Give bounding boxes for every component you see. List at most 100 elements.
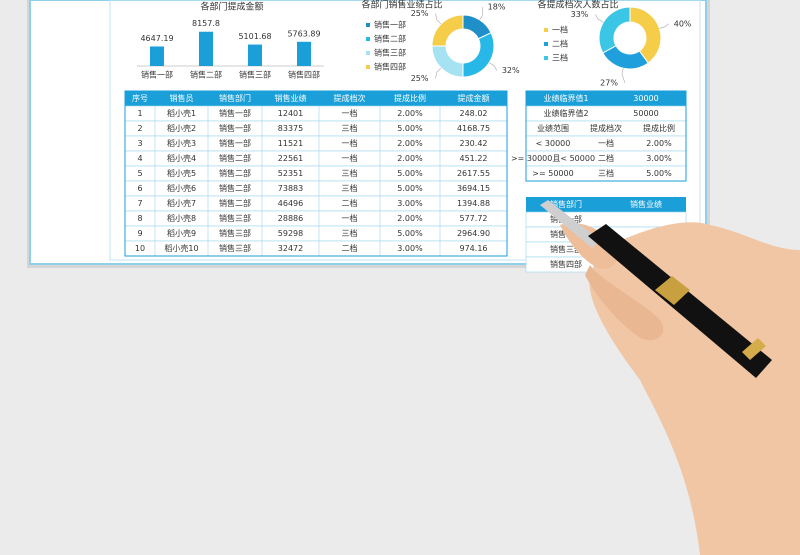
table-cell: 451.22	[460, 154, 488, 163]
table-header-bg	[125, 91, 507, 106]
legend-label: 销售二部	[374, 34, 406, 44]
table-cell: 2.00%	[397, 154, 423, 163]
table-cell: 销售三部	[219, 213, 251, 223]
threshold-border	[525, 90, 687, 182]
table-cell: 销售三部	[219, 228, 251, 238]
legend-marker	[544, 28, 548, 32]
table-cell: 三档	[342, 123, 358, 133]
legend-label: 三档	[552, 53, 568, 63]
legend-marker	[366, 37, 370, 41]
threshold-cell: 三档	[598, 168, 614, 178]
leader-line	[435, 13, 442, 25]
threshold-cell: 5.00%	[646, 169, 672, 178]
threshold-cell: >= 30000且< 50000	[511, 154, 595, 163]
pen-cap-end	[742, 338, 766, 360]
threshold-cell: 业绩临界值2	[543, 108, 588, 118]
table-cell: 销售一部	[219, 138, 251, 148]
column-header: 提成档次	[334, 93, 366, 103]
table-cell: 11521	[278, 139, 303, 148]
sheet-inner-border	[109, 0, 701, 261]
threshold-header: 30000	[633, 94, 658, 103]
table-cell: 销售一部	[219, 108, 251, 118]
legend-label: 二档	[552, 39, 568, 49]
threshold-cell: 业绩范围	[537, 123, 569, 133]
threshold-cell: >= 50000	[532, 169, 573, 178]
table-cell: 稻小壳6	[167, 183, 196, 193]
value-label: 4647.19	[140, 34, 173, 43]
pen-band	[655, 276, 690, 305]
data-label: 25%	[411, 9, 429, 18]
table-cell: 22561	[278, 154, 303, 163]
table-cell: 2617.55	[457, 169, 490, 178]
table-border	[124, 90, 508, 257]
threshold-cell: 提成档次	[590, 123, 622, 133]
data-label: 25%	[411, 74, 429, 83]
table-cell: 6	[137, 184, 142, 193]
legend-label: 销售四部	[374, 62, 406, 72]
table-cell: 稻小壳5	[167, 168, 196, 178]
table-cell: 三档	[342, 183, 358, 193]
pen-body	[588, 224, 772, 378]
table-cell: 577.72	[460, 214, 488, 223]
chart-title: 各提成档次人数占比	[537, 0, 618, 11]
table-cell: 稻小壳3	[167, 138, 196, 148]
table-cell: 2964.90	[457, 229, 490, 238]
table-cell: 59298	[278, 229, 303, 238]
threshold-cell: 二档	[598, 153, 614, 163]
table-cell: 稻小壳10	[164, 243, 198, 253]
table-cell: 3.00%	[397, 244, 423, 253]
table-cell: 稻小壳1	[167, 108, 196, 118]
table-cell: 销售三部	[219, 243, 251, 253]
column-header: 销售员	[170, 93, 194, 103]
threshold-cell: 提成比例	[643, 123, 675, 133]
threshold-cell: 3.00%	[646, 154, 672, 163]
donut-segment	[431, 14, 464, 47]
table-cell: 销售二部	[219, 153, 251, 163]
legend-marker	[544, 42, 548, 46]
value-label: 5101.68	[238, 32, 271, 41]
table-cell: 二档	[342, 198, 358, 208]
chart-title: 各部门提成金额	[200, 1, 263, 13]
table-cell: 稻小壳4	[167, 153, 196, 163]
table-cell: 73883	[278, 184, 303, 193]
column-header: 提成金额	[458, 93, 490, 103]
threshold-header-bg	[526, 91, 686, 106]
table-cell: 销售二部	[219, 198, 251, 208]
table-cell: 974.16	[460, 244, 488, 253]
table-cell: 4168.75	[457, 124, 490, 133]
table-cell: 7	[137, 199, 142, 208]
table-cell: 稻小壳9	[167, 228, 196, 238]
x-tick-label: 销售三部	[239, 70, 271, 80]
leader-line	[621, 68, 626, 83]
table-cell: 2.00%	[397, 109, 423, 118]
table-cell: 46496	[278, 199, 303, 208]
leader-line	[489, 62, 498, 71]
data-label: 18%	[488, 3, 506, 12]
legend-marker	[366, 23, 370, 27]
value-label: 8157.8	[192, 19, 220, 28]
table-cell: 52351	[278, 169, 303, 178]
table-cell: 一档	[342, 213, 358, 223]
threshold-cell: 2.00%	[646, 139, 672, 148]
table-cell: 5.00%	[397, 184, 423, 193]
table-cell: 1	[137, 109, 142, 118]
table-cell: 稻小壳2	[167, 123, 196, 133]
table-cell: 32472	[278, 244, 303, 253]
data-label: 33%	[571, 10, 589, 19]
column-header: 销售部门	[219, 93, 251, 103]
table-cell: 4	[137, 154, 142, 163]
table-cell: 2.00%	[397, 214, 423, 223]
table-cell: 销售二部	[219, 183, 251, 193]
legend-marker	[544, 56, 548, 60]
threshold-header: 业绩临界值1	[543, 93, 588, 103]
data-label: 27%	[600, 78, 618, 87]
table-cell: 230.42	[460, 139, 488, 148]
table-cell: 稻小壳8	[167, 213, 196, 223]
table-cell: 12401	[278, 109, 303, 118]
x-tick-label: 销售一部	[141, 70, 173, 80]
leader-line	[595, 14, 604, 23]
leader-line	[659, 23, 669, 29]
table-cell: 1394.88	[457, 199, 490, 208]
